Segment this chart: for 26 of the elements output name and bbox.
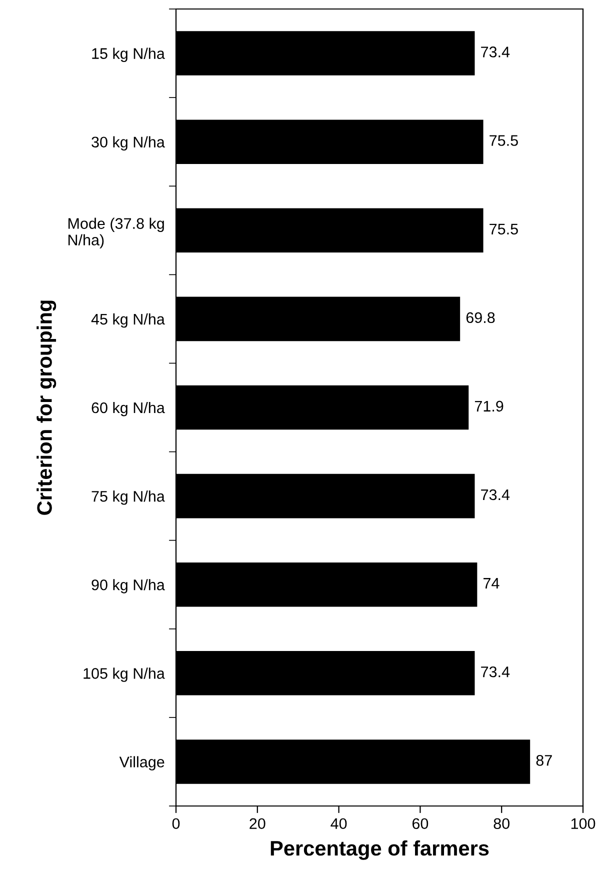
y-axis-title: Criterion for grouping	[36, 300, 56, 515]
data-label: 73.4	[481, 489, 510, 500]
x-tick-label: 80	[494, 818, 510, 830]
y-tick-label: 75 kg N/ha	[92, 490, 165, 505]
y-tick-label: 30 kg N/ha	[92, 136, 165, 151]
x-tick-label: 40	[330, 818, 347, 830]
x-axis-title: Percentage of farmers	[270, 840, 489, 860]
y-tick-label: 45 kg N/ha	[91, 313, 165, 328]
data-label: 75.5	[490, 224, 518, 234]
data-label: 87	[536, 755, 552, 766]
y-tick-label: 15 kg N/ha	[92, 48, 165, 62]
data-label: 69.8	[466, 312, 495, 324]
x-tick-label: 0	[172, 818, 180, 830]
x-tick-label: 100	[571, 818, 596, 830]
y-tick-label: 105 kg N/ha	[84, 668, 165, 682]
data-label: 73.4	[481, 666, 510, 678]
data-label: 75.5	[490, 135, 518, 146]
y-tick-label: Mode (37.8 kg N/ha)	[68, 218, 164, 248]
y-tick-label: 90 kg N/ha	[92, 579, 165, 594]
y-tick-label: 60 kg N/ha	[92, 402, 165, 416]
x-tick-label: 60	[412, 818, 428, 830]
data-label: 73.4	[481, 46, 510, 58]
y-tick-label: Village	[119, 756, 164, 770]
data-label: 74	[484, 578, 500, 589]
data-label: 71.9	[474, 400, 504, 412]
x-tick-label: 20	[250, 818, 266, 830]
